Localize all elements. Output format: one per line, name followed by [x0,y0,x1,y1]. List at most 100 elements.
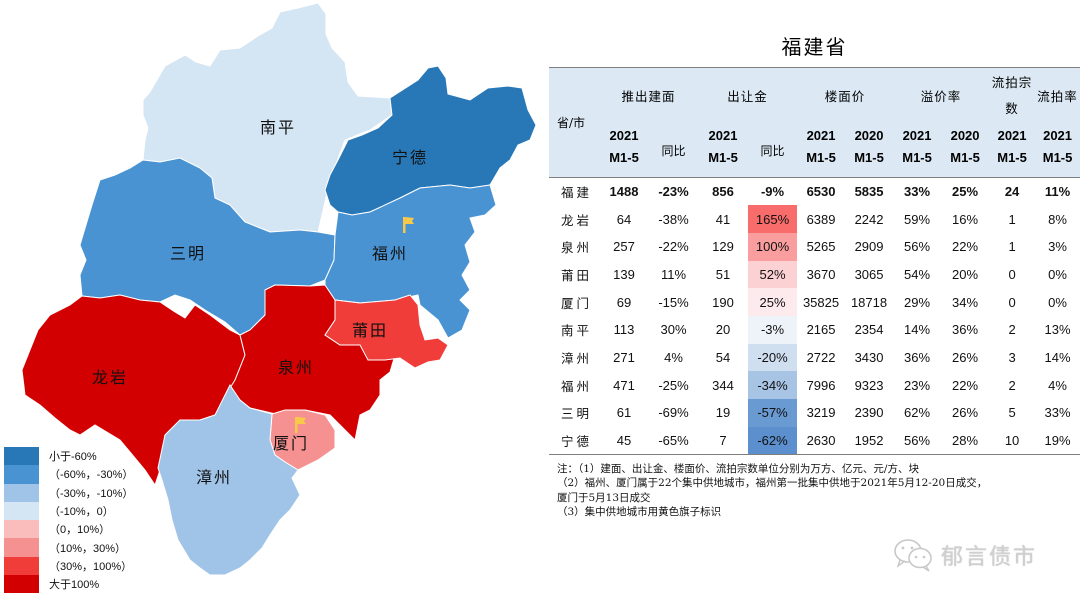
cell-area-yoy: -22% [658,239,689,255]
cell-rev-yoy: 25% [748,288,798,316]
cell-price21: 2630 [806,432,836,448]
cell-prem20: 20% [952,266,979,282]
subheader-rev-yoy: 同比 [760,143,785,158]
subheader-rev-2021: 2021 M1-5 [708,128,738,166]
cell-failed: 2 [1008,322,1016,338]
cell-rev: 51 [715,266,731,282]
cell-rev-yoy: 100% [748,232,798,261]
cell-area-yoy: -25% [658,377,689,393]
cell-area-yoy: -15% [658,294,689,310]
cell-price20: 2242 [854,211,884,227]
cell-prem20: 28% [952,432,979,448]
cell-failed: 1 [1008,211,1016,227]
subheader-area-yoy: 同比 [661,143,686,158]
land-market-table: 省/市 推出建面 出让金 楼面价 溢价率 流拍宗数 流拍率 2021 M1-5 同… [549,67,1080,455]
cell-fail-rate: 33% [1044,405,1071,421]
legend-label: （-30%，-10%） [49,487,134,500]
subheader-area-2021: 2021 M1-5 [609,128,639,166]
cell-area-yoy: -69% [658,405,689,421]
cell-price21: 7996 [806,377,836,393]
legend-swatch [4,520,39,539]
header-floor-price: 楼面价 [824,89,866,105]
cell-area: 64 [616,211,632,227]
cell-fail-rate: 8% [1048,211,1067,227]
header-revenue: 出让金 [727,89,768,105]
cell-area: 1488 [609,184,639,200]
legend-item: （-60%，-30%） [4,465,164,484]
cell-city: 宁德 [561,433,593,449]
footnotes: 注：（1）建面、出让金、楼面价、流拍宗数单位分别为万方、亿元、元/方、块 （2）… [557,462,987,519]
cell-price20: 2390 [854,405,884,421]
legend-swatch [4,538,39,557]
flag-icon-xiamen [295,417,306,433]
cell-prem21: 56% [904,432,931,448]
subheader-failrate-2021: 2021 M1-5 [1042,128,1073,166]
legend-label: （0，10%） [49,524,111,537]
legend-swatch [4,447,39,466]
table-title: 福建省 [781,35,848,59]
cell-rev-yoy: -62% [748,426,798,455]
header-fail-rate: 流拍率 [1037,89,1078,105]
cell-price21: 3670 [806,266,836,282]
header-premium-rate: 溢价率 [920,89,962,105]
cell-prem20: 26% [952,349,979,365]
legend-label: 大于100% [49,579,100,592]
region-label-zhangzhou: 漳州 [195,468,233,487]
fujian-choropleth-map: 南平 宁德 三明 福州 龙岩 泉州 莆田 厦门 漳州 [21,2,537,576]
legend-item: （-30%，-10%） [4,483,164,502]
cell-prem20: 16% [952,211,979,227]
cell-price20: 3065 [854,266,884,282]
table-body: 福建 1488 -23% 856 -9% 6530 5835 33% 25% 24 11% 龙岩 64-… [549,178,1080,455]
cell-area-yoy: 4% [664,349,683,365]
table-row: 泉州 257 -22% 129 100% 5265 2909 56% 22% 1 3% [549,232,1080,261]
legend-swatch [4,465,39,484]
legend-label: （-10%，0） [49,506,114,519]
cell-price20: 2909 [854,239,884,255]
watermark-text: 郁言债市 [941,545,1038,570]
note-line: （2）福州、厦门属于22个集中供地城市，福州第一批集中供地于2021年5月12-… [557,477,988,490]
cell-area-yoy: -38% [658,211,689,227]
cell-prem20: 22% [952,377,979,393]
cell-failed: 2 [1008,377,1016,393]
cell-area: 139 [613,266,635,282]
cell-price21: 5265 [806,239,836,255]
region-label-sanming: 三明 [169,244,207,263]
cell-area: 271 [613,349,635,365]
region-label-fuzhou: 福州 [371,244,409,263]
region-label-nanping: 南平 [259,118,297,137]
cell-price21: 6530 [806,184,836,200]
header-area: 推出建面 [621,89,676,105]
cell-failed: 24 [1004,184,1020,200]
cell-prem21: 62% [904,405,931,421]
cell-city: 福建 [561,185,593,201]
table-row: 龙岩 64 -38% 41 165% 6389 2242 59% 16% 1 8% [549,205,1080,233]
cell-prem21: 33% [904,184,931,200]
cell-prem21: 56% [904,239,931,255]
cell-rev-yoy: -3% [748,315,798,344]
note-line: 厦门于5月13日成交 [557,491,651,504]
subheader-prem-2020: 2020 M1-5 [950,128,980,166]
cell-city: 厦门 [561,295,593,311]
cell-area: 113 [613,322,635,338]
legend-swatch [4,556,39,576]
legend-item: （30%，100%） [4,556,164,576]
header-city: 省/市 [557,116,586,130]
cell-fail-rate: 4% [1048,377,1067,393]
cell-prem20: 22% [952,239,979,255]
region-label-quanzhou: 泉州 [277,358,315,377]
flag-icon-fuzhou [403,217,414,233]
cell-failed: 3 [1008,349,1016,365]
cell-failed: 0 [1008,294,1016,310]
map-legend: 小于-60% （-60%，-30%） （-30%，-10%） （-10%，0） … [4,447,164,594]
cell-prem21: 59% [904,211,931,227]
table-row: 漳州 271 4% 54 -20% 2722 3430 36% 26% 3 14% [549,343,1080,372]
cell-rev: 344 [712,377,734,393]
table-row-total: 福建 1488 -23% 856 -9% 6530 5835 33% 25% 24 11% [549,178,1080,206]
table-row: 三明 61 -69% 19 -57% 3219 2390 62% 26% 5 33% [549,399,1080,427]
note-line: （3）集中供地城市用黄色旗子标识 [557,505,722,518]
cell-fail-rate: 3% [1048,239,1067,255]
legend-swatch [4,501,39,521]
cell-price21: 2722 [806,349,836,365]
cell-failed: 5 [1008,405,1016,421]
subheader-price-2021: 2021 M1-5 [806,128,836,166]
